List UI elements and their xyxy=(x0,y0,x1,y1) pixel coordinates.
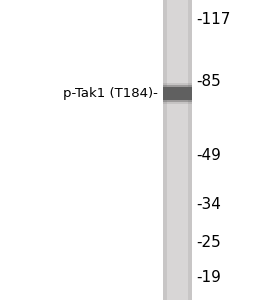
Bar xyxy=(163,87,192,100)
Text: -19: -19 xyxy=(196,270,221,285)
Bar xyxy=(163,85,192,87)
Bar xyxy=(163,100,192,104)
Text: -117: -117 xyxy=(196,12,230,27)
Bar xyxy=(163,0,192,300)
Text: -49: -49 xyxy=(196,148,221,163)
Text: -85: -85 xyxy=(196,74,221,89)
Bar xyxy=(163,83,192,87)
Text: p-Tak1 (T184)-: p-Tak1 (T184)- xyxy=(63,86,158,100)
Text: -34: -34 xyxy=(196,197,221,212)
Bar xyxy=(163,100,192,102)
Text: -25: -25 xyxy=(196,235,221,250)
Bar xyxy=(167,0,188,300)
